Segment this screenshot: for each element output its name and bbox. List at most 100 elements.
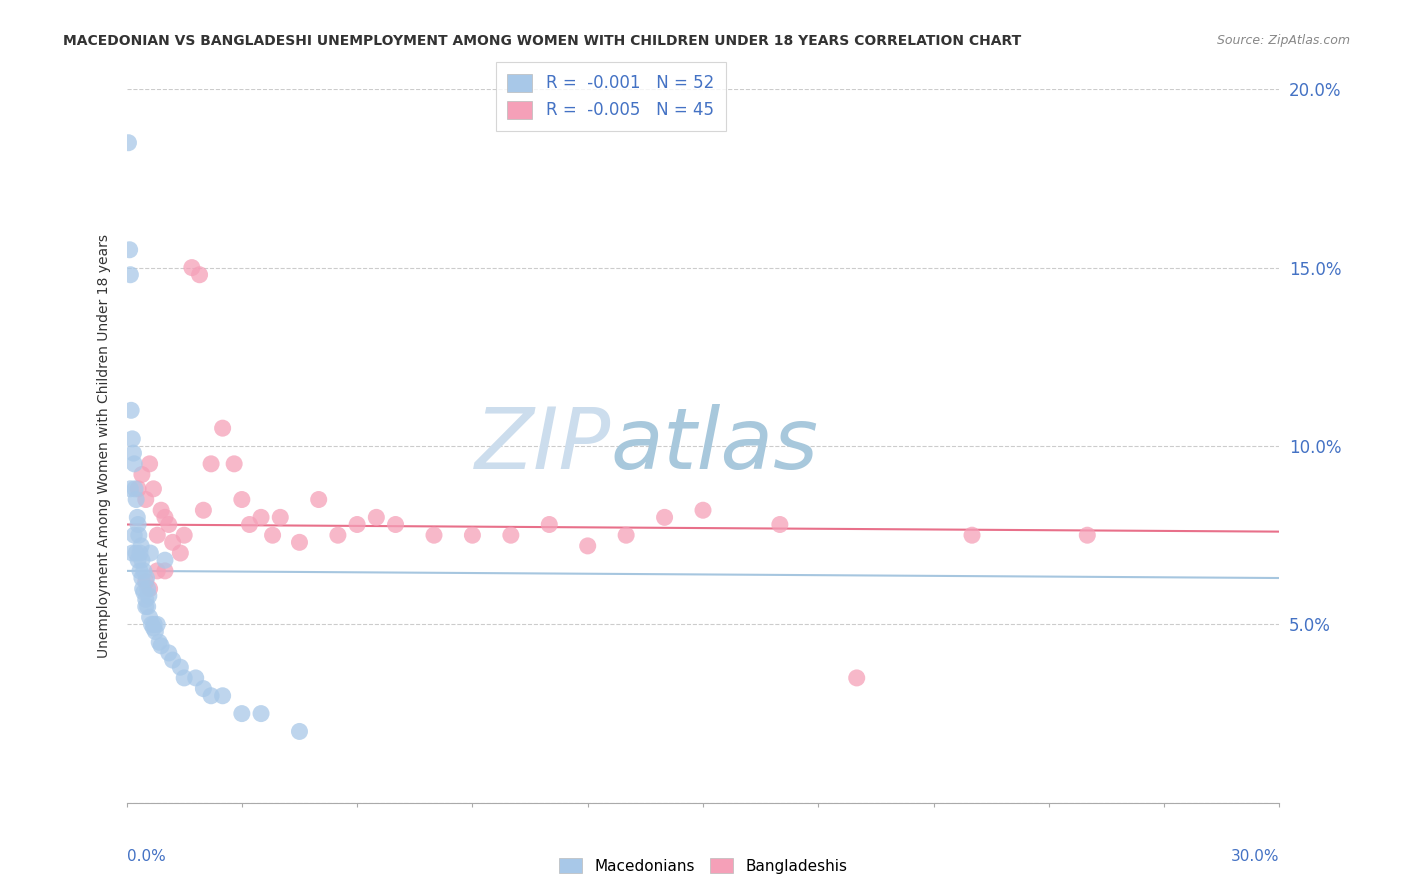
Point (173, 528, 195, 542)
Y-axis label: Unemployment Among Women with Children Under 18 years: Unemployment Among Women with Children U… (97, 234, 111, 658)
Point (461, 528, 484, 542)
Point (157, 646, 180, 660)
Point (250, 510, 273, 524)
Point (142, 621, 165, 635)
Point (654, 510, 676, 524)
Point (135, 574, 157, 589)
Point (135, 599, 157, 614)
Point (231, 706, 253, 721)
Point (120, 482, 142, 496)
Point (153, 564, 176, 578)
Point (423, 528, 446, 542)
Point (138, 589, 160, 603)
Point (143, 617, 166, 632)
Point (845, 671, 868, 685)
Point (1076, 528, 1098, 542)
Point (169, 546, 191, 560)
Point (127, 482, 149, 496)
Point (162, 653, 184, 667)
Legend: Macedonians, Bangladeshis: Macedonians, Bangladeshis (553, 852, 853, 880)
Point (157, 517, 180, 532)
Point (136, 582, 159, 596)
Point (129, 564, 152, 578)
Point (131, 571, 153, 585)
Point (131, 582, 153, 596)
Point (121, 546, 143, 560)
Text: 30.0%: 30.0% (1232, 849, 1279, 863)
Point (384, 517, 406, 532)
Point (146, 617, 169, 632)
Point (129, 546, 152, 560)
Point (138, 457, 160, 471)
Point (148, 635, 170, 649)
Point (131, 467, 153, 482)
Point (250, 706, 273, 721)
Point (142, 482, 165, 496)
Text: 0.0%: 0.0% (127, 849, 166, 863)
Point (141, 617, 163, 632)
Point (180, 260, 202, 275)
Point (136, 599, 159, 614)
Point (150, 503, 173, 517)
Text: Source: ZipAtlas.com: Source: ZipAtlas.com (1216, 34, 1350, 47)
Point (193, 681, 215, 696)
Point (118, 243, 141, 257)
Point (124, 482, 146, 496)
Text: ZIP: ZIP (474, 404, 610, 488)
Point (346, 517, 368, 532)
Point (135, 592, 157, 607)
Point (129, 539, 152, 553)
Point (121, 432, 143, 446)
Point (138, 582, 160, 596)
Text: MACEDONIAN VS BANGLADESHI UNEMPLOYMENT AMONG WOMEN WITH CHILDREN UNDER 18 YEARS : MACEDONIAN VS BANGLADESHI UNEMPLOYMENT A… (63, 34, 1022, 48)
Point (769, 517, 792, 532)
Point (150, 639, 173, 653)
Point (145, 624, 166, 639)
Point (960, 528, 983, 542)
Point (135, 571, 157, 585)
Point (122, 446, 145, 460)
Point (127, 517, 149, 532)
Point (211, 689, 233, 703)
Point (125, 546, 148, 560)
Point (153, 510, 176, 524)
Point (146, 564, 169, 578)
Point (326, 528, 349, 542)
Point (122, 528, 145, 542)
Point (692, 503, 714, 517)
Point (131, 553, 153, 567)
Point (169, 660, 191, 674)
Point (120, 403, 142, 417)
Point (122, 457, 145, 471)
Point (224, 457, 246, 471)
Point (132, 585, 155, 599)
Point (135, 492, 157, 507)
Point (288, 724, 311, 739)
Point (128, 528, 150, 542)
Point (127, 553, 149, 567)
Point (576, 539, 599, 553)
Point (139, 546, 162, 560)
Point (138, 610, 160, 624)
Point (308, 492, 330, 507)
Point (188, 268, 211, 282)
Point (162, 535, 184, 549)
Point (269, 510, 291, 524)
Point (238, 517, 260, 532)
Point (614, 528, 637, 542)
Point (211, 421, 233, 435)
Point (117, 136, 139, 150)
Point (499, 528, 522, 542)
Point (538, 517, 561, 532)
Point (125, 492, 148, 507)
Point (193, 503, 215, 517)
Point (173, 671, 195, 685)
Point (127, 510, 149, 524)
Point (132, 564, 155, 578)
Point (153, 553, 176, 567)
Point (288, 535, 311, 549)
Point (184, 671, 207, 685)
Point (146, 528, 169, 542)
Point (120, 268, 142, 282)
Legend: R =  -0.001   N = 52, R =  -0.005   N = 45: R = -0.001 N = 52, R = -0.005 N = 45 (496, 62, 725, 131)
